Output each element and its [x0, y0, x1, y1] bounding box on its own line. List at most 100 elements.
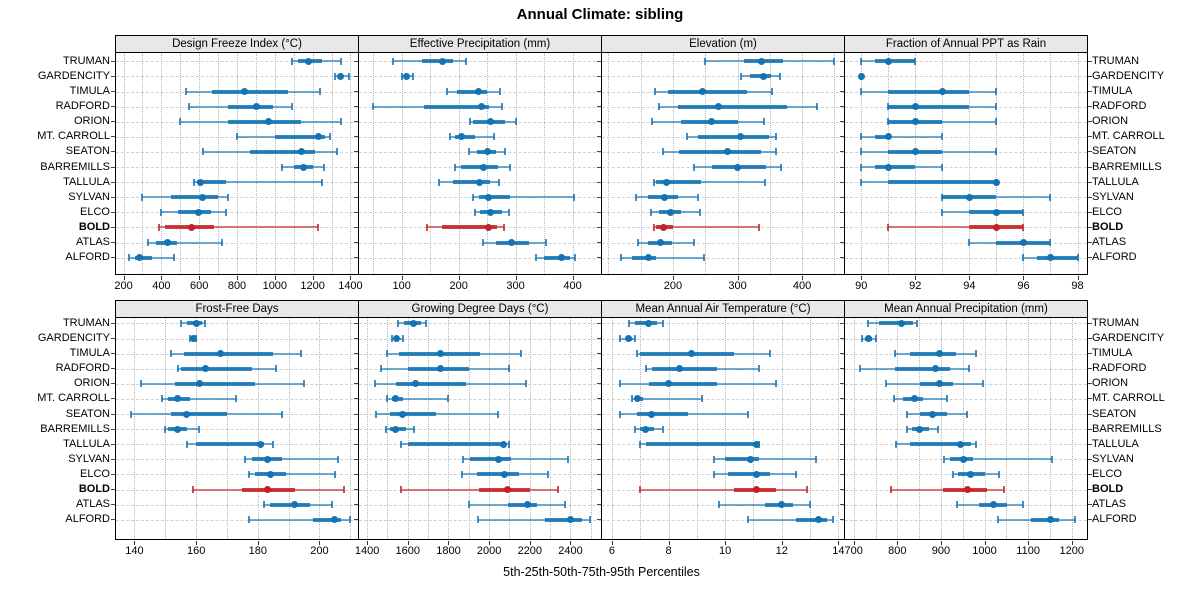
x-axis-tick: [123, 276, 125, 280]
cap-95th: [224, 208, 227, 216]
percentile-box-25-75: [274, 134, 325, 139]
station-label-left: TIMULA: [69, 347, 110, 360]
percentile-range-5-95: [248, 473, 335, 476]
cap-95th: [661, 319, 664, 327]
median-dot: [436, 350, 444, 358]
median-dot: [483, 148, 491, 156]
gridline: [401, 53, 403, 274]
x-axis-tick-label: 1000: [972, 545, 997, 557]
row-tick-right: [1088, 136, 1092, 138]
row-tick-left: [840, 428, 844, 430]
median-dot: [476, 178, 484, 186]
cap-5th: [905, 425, 908, 433]
row-tick-left: [597, 136, 601, 138]
x-axis-tick-label: 300: [506, 280, 525, 292]
row-tick-right: [1088, 106, 1092, 108]
median-dot: [457, 133, 465, 141]
cap-95th: [573, 193, 576, 201]
panel-title-mean-annual-precipitation: Mean Annual Precipitation (mm): [884, 303, 1048, 315]
cap-95th: [974, 440, 977, 448]
cap-5th: [399, 440, 402, 448]
cap-95th: [769, 350, 772, 358]
cap-95th: [746, 410, 749, 418]
x-axis-tick-label: 1600: [395, 545, 421, 557]
percentile-range-5-95: [654, 181, 765, 184]
x-axis-tick-label: 100: [392, 280, 411, 292]
row-tick-right: [1088, 413, 1092, 415]
cap-5th: [474, 208, 477, 216]
station-label-right: TALLULA: [1092, 175, 1139, 188]
median-dot: [412, 380, 420, 388]
median-dot: [199, 193, 207, 201]
x-axis-tick: [611, 541, 613, 545]
median-dot: [992, 178, 1000, 186]
cap-5th: [454, 163, 457, 171]
percentile-range-5-95: [387, 397, 449, 400]
row-tick-left: [354, 257, 358, 259]
gridline: [611, 318, 613, 539]
cap-95th: [762, 118, 765, 126]
row-guide: [116, 429, 358, 431]
cap-95th: [508, 440, 511, 448]
median-dot: [747, 455, 755, 463]
percentile-range-5-95: [162, 397, 237, 400]
cap-95th: [692, 239, 695, 246]
row-guide: [602, 212, 844, 214]
row-tick-left: [111, 458, 115, 460]
x-axis-tick: [237, 276, 238, 280]
percentile-box-25-75: [183, 351, 274, 356]
row-tick-left: [840, 136, 844, 138]
cap-95th: [336, 148, 339, 156]
row-tick-right: [1088, 257, 1092, 259]
row-tick-left: [111, 519, 115, 521]
row-guide: [845, 398, 1087, 400]
median-dot: [194, 208, 202, 216]
x-axis-tick-label: 300: [728, 280, 747, 292]
row-tick-left: [840, 322, 844, 324]
cap-5th: [386, 350, 389, 358]
x-axis-tick: [1028, 541, 1030, 545]
percentile-box-25-75: [874, 165, 916, 169]
gridline: [940, 318, 942, 539]
row-tick-left: [597, 60, 601, 62]
cap-5th: [860, 88, 863, 95]
percentile-box-25-75: [469, 457, 511, 462]
gridline: [468, 318, 470, 539]
row-tick-left: [111, 166, 115, 168]
row-tick-left: [111, 75, 115, 77]
x-axis-tick: [672, 276, 674, 280]
cap-5th: [139, 380, 142, 388]
median-dot: [663, 178, 671, 186]
row-tick-right: [1088, 428, 1092, 430]
row-tick-left: [111, 353, 115, 355]
x-axis-tick-label: 1400: [338, 280, 363, 292]
median-dot: [898, 319, 906, 327]
cap-95th: [172, 254, 175, 262]
cap-95th: [696, 193, 699, 201]
median-dot: [644, 254, 652, 262]
station-label-left: ORION: [73, 377, 110, 390]
x-axis-tick-label: 2400: [558, 545, 583, 557]
row-tick-left: [111, 383, 115, 385]
gridline: [875, 318, 877, 539]
median-dot: [928, 410, 936, 418]
row-guide: [602, 197, 844, 199]
cap-95th: [220, 239, 223, 246]
median-dot: [1046, 516, 1054, 524]
gridline: [810, 318, 812, 539]
median-dot: [967, 470, 975, 478]
median-dot: [196, 178, 204, 186]
median-dot: [291, 501, 299, 509]
cap-5th: [476, 516, 479, 524]
station-label-right: BOLD: [1092, 220, 1124, 233]
cap-5th: [187, 103, 190, 111]
cap-5th: [633, 425, 636, 433]
station-label-right: ALFORD: [1092, 251, 1137, 264]
cap-95th: [303, 380, 306, 388]
percentile-range-5-95: [888, 226, 1024, 229]
row-tick-left: [597, 151, 601, 153]
median-dot: [936, 380, 944, 388]
x-axis-tick-label: 10: [718, 545, 732, 557]
median-dot: [752, 470, 760, 478]
median-dot: [1019, 239, 1027, 246]
